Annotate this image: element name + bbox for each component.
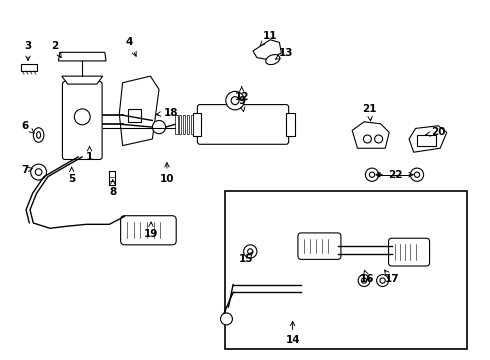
Circle shape [358, 275, 370, 287]
FancyBboxPatch shape [62, 81, 102, 159]
Bar [175, 115, 177, 134]
Text: 5: 5 [68, 167, 75, 184]
Text: 16: 16 [360, 270, 375, 284]
Bar [128, 109, 141, 122]
Polygon shape [62, 76, 103, 84]
Circle shape [380, 278, 385, 283]
Text: 7: 7 [22, 165, 32, 175]
Text: 8: 8 [109, 180, 116, 197]
Circle shape [74, 109, 90, 125]
Circle shape [366, 168, 379, 181]
Text: 21: 21 [362, 104, 377, 121]
Bar [22, 64, 37, 71]
Text: 13: 13 [275, 48, 293, 59]
Circle shape [411, 168, 424, 181]
Ellipse shape [33, 128, 44, 142]
FancyBboxPatch shape [197, 105, 289, 144]
Polygon shape [409, 126, 447, 152]
Circle shape [220, 313, 232, 325]
Text: 11: 11 [260, 31, 277, 46]
Bar [286, 113, 295, 136]
Text: 22: 22 [376, 170, 403, 180]
Text: 19: 19 [144, 222, 158, 239]
Bar [191, 115, 194, 134]
Circle shape [369, 172, 375, 177]
Circle shape [31, 164, 47, 180]
Text: 4: 4 [125, 37, 136, 56]
Text: 15: 15 [239, 252, 253, 264]
Circle shape [244, 245, 257, 258]
Text: 14: 14 [285, 321, 300, 345]
Text: 17: 17 [385, 270, 399, 284]
Circle shape [152, 121, 166, 134]
Circle shape [247, 249, 253, 254]
Text: 9: 9 [238, 96, 245, 112]
Circle shape [415, 172, 419, 177]
Bar [179, 115, 181, 134]
Bar [225, 191, 466, 349]
Circle shape [35, 169, 42, 175]
Text: 3: 3 [24, 41, 32, 60]
Polygon shape [253, 40, 281, 60]
Polygon shape [119, 76, 159, 145]
Bar [109, 171, 115, 185]
Text: 1: 1 [86, 146, 93, 162]
Text: 12: 12 [234, 87, 249, 102]
Circle shape [226, 91, 245, 110]
Ellipse shape [266, 55, 280, 64]
Text: 18: 18 [156, 108, 178, 117]
Circle shape [231, 96, 239, 105]
Circle shape [364, 135, 371, 143]
Polygon shape [352, 122, 389, 148]
FancyBboxPatch shape [121, 216, 176, 245]
Circle shape [362, 278, 367, 283]
Bar [187, 115, 190, 134]
Polygon shape [58, 52, 106, 61]
Bar [194, 113, 201, 136]
Bar [183, 115, 185, 134]
Circle shape [377, 275, 389, 287]
Text: 6: 6 [22, 121, 34, 133]
Text: 20: 20 [425, 127, 445, 138]
Bar [417, 135, 436, 145]
Text: 10: 10 [160, 163, 174, 184]
Text: 2: 2 [51, 41, 61, 58]
FancyBboxPatch shape [389, 238, 430, 266]
FancyBboxPatch shape [298, 233, 341, 260]
Circle shape [375, 135, 383, 143]
Ellipse shape [37, 132, 41, 138]
